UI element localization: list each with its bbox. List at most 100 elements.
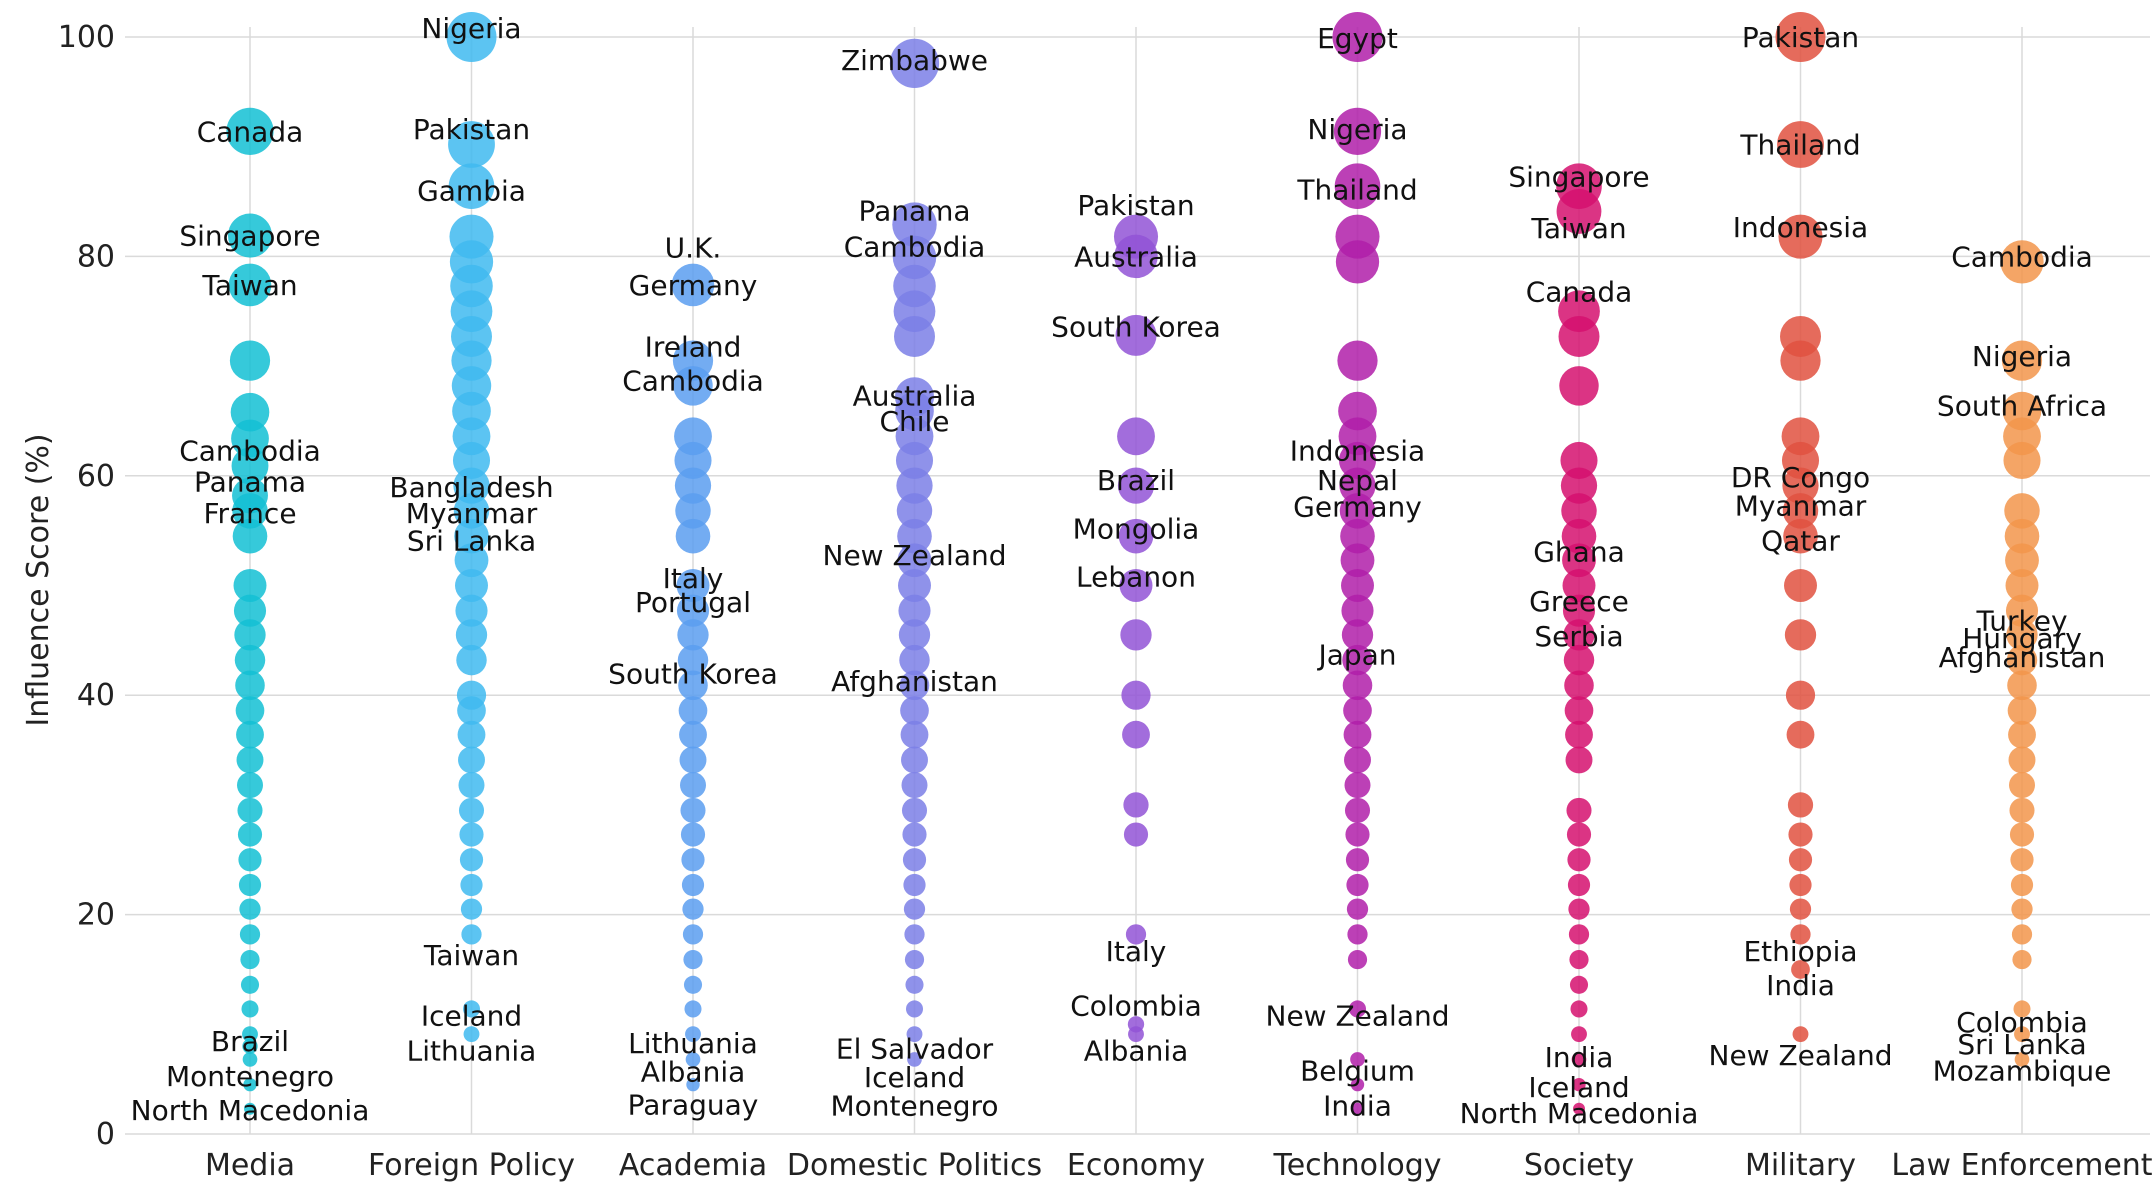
bubble: [1115, 314, 1157, 356]
bubble: [679, 746, 707, 774]
bubble: [244, 1102, 256, 1115]
bubble: [454, 518, 489, 554]
bubble-annotation: Pakistan: [1742, 21, 1859, 54]
bubble: [1342, 644, 1373, 676]
bubble: [1118, 518, 1154, 554]
bubble: [675, 518, 711, 554]
bubble: [460, 898, 483, 920]
x-category-label: Academia: [619, 1148, 767, 1182]
bubble: [237, 822, 263, 847]
bubble-annotation: Qatar: [1761, 525, 1840, 558]
y-tick-label: 20: [77, 898, 115, 933]
bubble: [1342, 670, 1373, 701]
bubble: [1350, 1077, 1365, 1092]
bubble: [1565, 720, 1593, 749]
bubble-annotation: Portugal: [635, 586, 751, 619]
x-category-label: Law Enforcement: [1891, 1148, 2152, 1182]
bubble-annotation: Ghana: [1533, 535, 1625, 568]
bubble-annotation: Montenegro: [830, 1089, 998, 1122]
bubble: [238, 848, 262, 872]
bubble-annotation: Ethiopia: [1743, 935, 1857, 968]
bubble-annotation: Pakistan: [1077, 189, 1194, 222]
y-tick-label: 60: [77, 459, 115, 494]
bubble: [889, 38, 940, 88]
bubble: [2006, 619, 2038, 651]
bubble: [226, 107, 274, 155]
bubble: [1564, 696, 1594, 725]
bubble: [1120, 619, 1152, 651]
bubble: [2009, 797, 2035, 823]
bubble: [2010, 873, 2034, 897]
bubble: [237, 797, 263, 823]
bubble-annotation: Germany: [1293, 491, 1422, 524]
bubble: [674, 467, 712, 504]
bubble: [448, 163, 495, 209]
bubble: [2010, 848, 2034, 872]
bubble: [1784, 619, 1817, 651]
bubble: [907, 1052, 922, 1067]
bubble: [455, 594, 488, 627]
bubble: [1125, 924, 1147, 945]
bubble: [1565, 746, 1593, 774]
bubble: [2001, 340, 2043, 381]
bubble: [1782, 493, 1819, 529]
bubble: [1560, 467, 1598, 504]
bubble: [682, 898, 704, 920]
bubble: [904, 949, 925, 970]
bubble: [1777, 121, 1824, 168]
bubble: [455, 569, 488, 602]
bubble-annotation: Indonesia: [1733, 211, 1868, 244]
bubble: [232, 493, 268, 529]
bubble-annotation: Belgium: [1300, 1054, 1415, 1087]
bubble: [678, 670, 708, 701]
bubble: [1350, 1052, 1365, 1067]
bubble-annotation: Nepal: [1317, 464, 1398, 497]
bubble: [453, 493, 490, 529]
bubble: [239, 924, 261, 945]
bubble-annotation: India: [1323, 1089, 1392, 1122]
bubble-annotation: Myanmar: [1735, 489, 1867, 522]
bubble: [2004, 493, 2040, 529]
bubble: [462, 1000, 481, 1018]
bubble-annotation: Singapore: [179, 220, 320, 253]
bubble: [900, 720, 929, 749]
x-category-label: Economy: [1067, 1148, 1205, 1182]
bubble: [685, 1052, 701, 1067]
bubble: [1788, 848, 1813, 872]
bubble: [2013, 1000, 2031, 1018]
bubble: [448, 121, 495, 168]
bubble: [673, 366, 713, 406]
y-tick-label: 40: [77, 678, 115, 713]
bubble-annotation: Cambodia: [844, 231, 986, 264]
bubble: [674, 441, 712, 479]
bubble-annotation: Ireland: [645, 330, 742, 363]
bubble: [1792, 1026, 1809, 1043]
bubble: [1346, 873, 1369, 897]
bubble: [902, 822, 927, 847]
bubble: [1780, 340, 1821, 381]
bubble: [1569, 975, 1589, 994]
bubble: [1347, 949, 1368, 970]
bubble: [899, 670, 930, 701]
bubble: [900, 696, 929, 725]
x-category-label: Technology: [1272, 1148, 1441, 1182]
bubble-annotation: Albania: [1084, 1035, 1189, 1068]
bubble-annotation: Cambodia: [622, 364, 764, 397]
bubble: [1341, 619, 1374, 651]
bubble: [231, 447, 269, 485]
bubble: [685, 1026, 701, 1043]
bubble: [240, 949, 260, 970]
bubble: [241, 1000, 259, 1018]
bubble: [1788, 822, 1813, 847]
bubble: [1568, 924, 1590, 945]
bubble: [1784, 569, 1817, 602]
bubble-annotation: India: [1766, 969, 1835, 1002]
bubble: [458, 746, 485, 774]
bubble: [680, 797, 706, 823]
x-category-label: Society: [1524, 1148, 1634, 1182]
bubble: [1344, 772, 1371, 799]
bubble: [1117, 417, 1155, 456]
bubble-annotation: Taiwan: [1530, 212, 1626, 245]
bubble: [1562, 594, 1596, 627]
bubble: [236, 720, 264, 749]
